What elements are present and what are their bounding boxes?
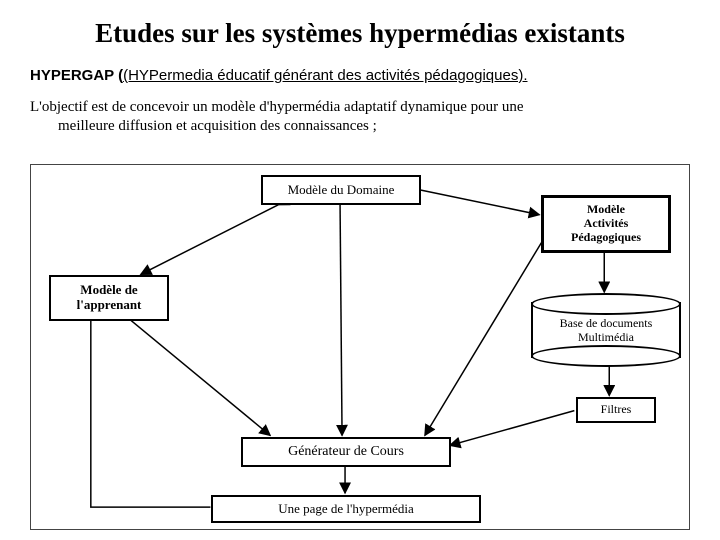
edge-domaine-apprenant xyxy=(141,205,279,275)
description-line2: meilleure diffusion et acquisition des c… xyxy=(30,117,690,136)
edge-apprenant-page xyxy=(91,320,211,507)
node-apprenant: Modèle del'apprenant xyxy=(49,275,169,321)
node-domaine: Modèle du Domaine xyxy=(261,175,421,205)
edge-filtres-generateur xyxy=(450,411,575,446)
subtitle-underlined: (HYPermedia éducatif générant des activi… xyxy=(123,67,527,84)
node-activites: ModèleActivitésPédagogiques xyxy=(541,195,671,253)
edge-apprenant-generateur xyxy=(131,320,271,435)
subtitle: HYPERGAP ((HYPermedia éducatif générant … xyxy=(30,67,690,84)
edge-domaine-generateur xyxy=(340,205,342,436)
edge-domaine-activites xyxy=(420,190,540,215)
node-basedoc: Base de documentsMultimédia xyxy=(531,293,681,367)
node-page: Une page de l'hypermédia xyxy=(211,495,481,523)
page-title: Etudes sur les systèmes hypermédias exis… xyxy=(30,18,690,49)
edge-activites-generateur xyxy=(425,243,542,436)
description-line1: L'objectif est de concevoir un modèle d'… xyxy=(30,99,524,115)
node-filtres: Filtres xyxy=(576,397,656,423)
description: L'objectif est de concevoir un modèle d'… xyxy=(30,98,690,136)
node-generateur: Générateur de Cours xyxy=(241,437,451,467)
diagram: Modèle du Domaine ModèleActivitésPédagogi… xyxy=(31,165,689,529)
diagram-frame: Modèle du Domaine ModèleActivitésPédagogi… xyxy=(30,164,690,530)
subtitle-bold: HYPERGAP ( xyxy=(30,67,123,84)
